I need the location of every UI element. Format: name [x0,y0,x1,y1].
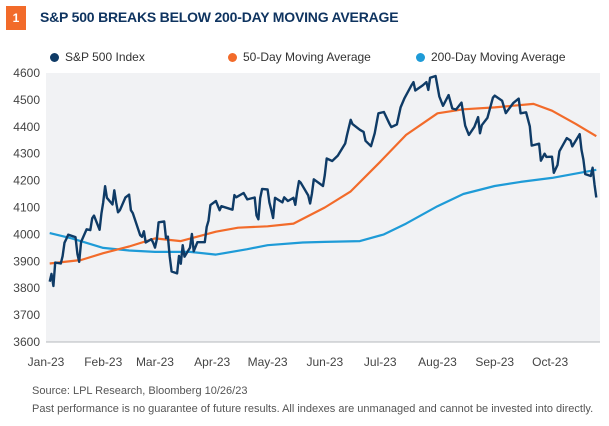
x-tick-label: Aug-23 [418,355,457,369]
x-tick-label: Feb-23 [84,355,122,369]
y-tick-label: 4000 [13,227,40,241]
x-tick-label: Apr-23 [194,355,230,369]
y-tick-label: 4500 [13,93,40,107]
legend-item-50day: 50-Day Moving Average [228,50,371,64]
y-tick-label: 4200 [13,174,40,188]
x-tick-label: May-23 [248,355,288,369]
legend-item-sp500: S&P 500 Index [50,50,145,64]
x-tick-label: Jul-23 [364,355,397,369]
y-tick-label: 4600 [13,66,40,80]
y-tick-label: 4400 [13,120,40,134]
series-line-sp500 [48,74,598,288]
legend-label: 200-Day Moving Average [431,50,566,64]
y-tick-label: 3800 [13,281,40,295]
figure-number-badge: 1 [6,6,26,30]
y-tick-label: 3900 [13,254,40,268]
disclaimer: Past performance is no guarantee of futu… [32,403,594,415]
legend-label: 50-Day Moving Average [243,50,371,64]
legend-dot [50,52,59,62]
y-tick-label: 4100 [13,201,40,215]
x-tick-label: Mar-23 [136,355,174,369]
legend-label: S&P 500 Index [65,50,145,64]
legend-item-200day: 200-Day Moving Average [416,50,566,64]
x-tick-label: Jun-23 [306,355,343,369]
legend-dot [228,52,237,62]
chart-title: S&P 500 BREAKS BELOW 200-DAY MOVING AVER… [40,9,399,25]
source-note: Source: LPL Research, Bloomberg 10/26/23 [32,385,248,397]
y-tick-label: 4300 [13,147,40,161]
x-tick-label: Sep-23 [475,355,514,369]
x-tick-label: Jan-23 [28,355,65,369]
y-tick-label: 3700 [13,308,40,322]
line-chart: 3600 3700 3800 3900 4000 4100 4200 4300 4400 4500… [13,66,600,369]
series-line-200day-ma [49,168,597,256]
y-tick-label: 3600 [13,335,40,349]
x-tick-label: Oct-23 [532,355,568,369]
legend-dot [416,52,425,62]
